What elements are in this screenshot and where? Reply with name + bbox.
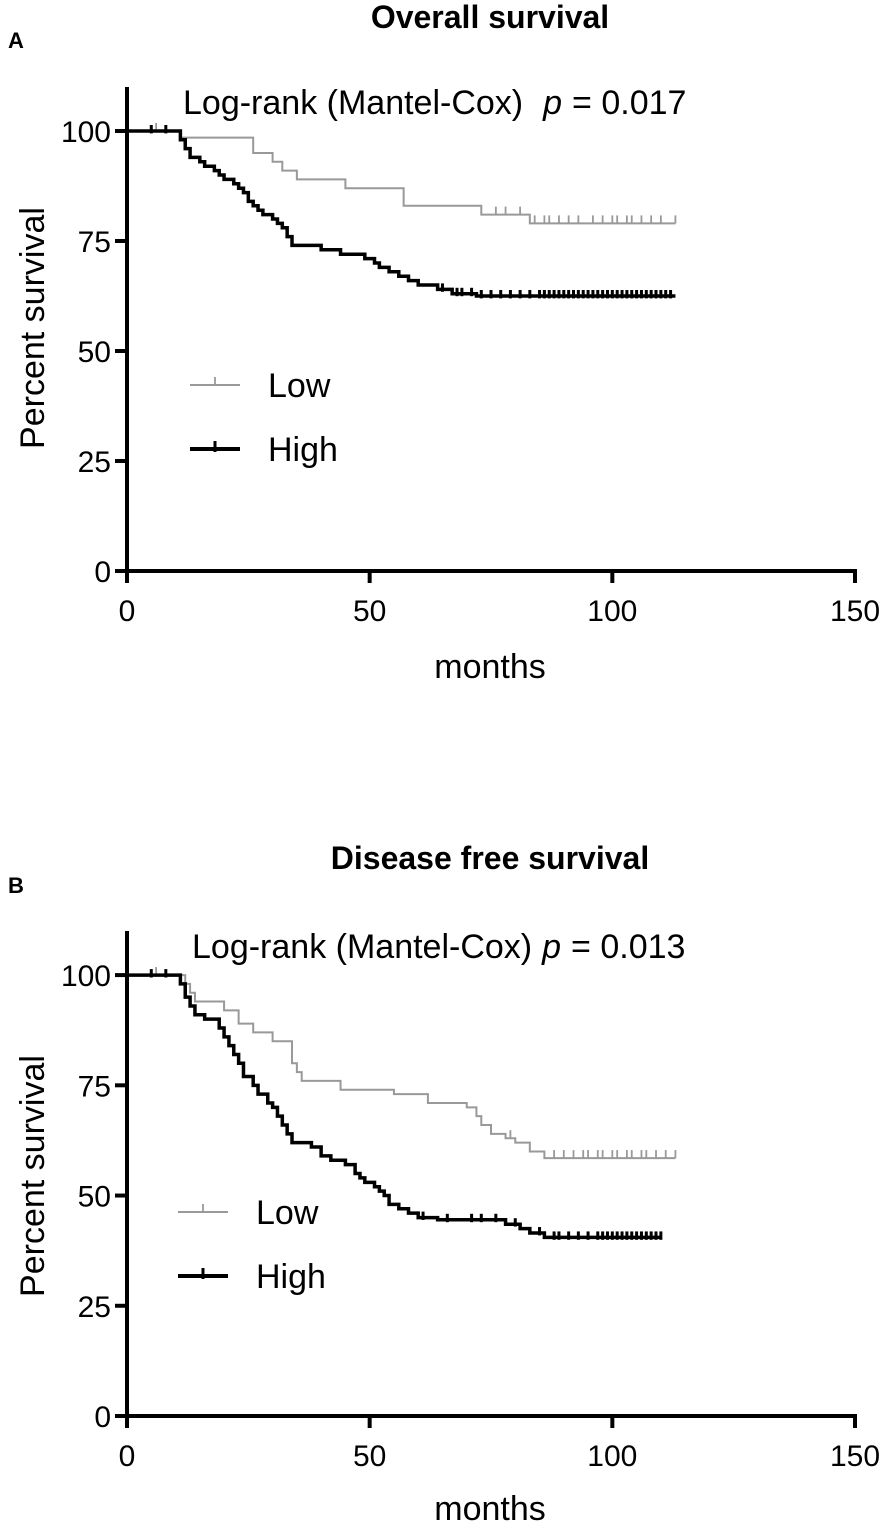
y-tick-label: 100 bbox=[61, 960, 111, 993]
x-tick-label: 150 bbox=[830, 1440, 880, 1473]
y-tick-label: 50 bbox=[78, 1181, 111, 1214]
survival-curve-high bbox=[127, 973, 661, 1240]
legend-item-low: Low bbox=[190, 367, 331, 405]
x-tick-label: 100 bbox=[587, 595, 637, 628]
x-axis-label: months bbox=[434, 1490, 546, 1527]
logrank-test-name: Log-rank (Mantel-Cox) bbox=[192, 928, 532, 966]
y-tick-label: 75 bbox=[78, 1070, 111, 1103]
survival-curves bbox=[127, 123, 677, 299]
x-tick-label: 50 bbox=[353, 1440, 386, 1473]
x-tick-label: 0 bbox=[119, 595, 136, 628]
x-tick-label: 50 bbox=[353, 595, 386, 628]
axes: 0 25 50 75 100 0 50 100 150 bbox=[61, 931, 880, 1473]
legend-label: Low bbox=[256, 1194, 319, 1232]
y-tick-label: 0 bbox=[94, 556, 111, 589]
logrank-annotation: Log-rank (Mantel-Cox) p = 0.013 bbox=[192, 928, 685, 966]
y-tick-label: 0 bbox=[94, 1401, 111, 1434]
series-low bbox=[127, 123, 677, 225]
p-value: = 0.013 bbox=[571, 928, 685, 966]
x-tick-label: 150 bbox=[830, 595, 880, 628]
p-symbol: p bbox=[541, 928, 561, 966]
p-value: = 0.017 bbox=[572, 84, 686, 122]
overall-survival-chart: A Overall survival Log-rank (Mantel-Cox)… bbox=[8, 0, 880, 686]
panel-letter-a: A bbox=[8, 28, 24, 53]
panel-letter-b: B bbox=[8, 873, 24, 898]
legend-label: High bbox=[268, 431, 338, 469]
series-low bbox=[127, 967, 677, 1160]
chart-title: Overall survival bbox=[371, 0, 609, 35]
logrank-test-name: Log-rank (Mantel-Cox) bbox=[183, 84, 523, 122]
series-high bbox=[127, 125, 676, 299]
disease-free-survival-chart: B Disease free survival Log-rank (Mantel… bbox=[8, 840, 880, 1527]
y-tick-label: 75 bbox=[78, 226, 111, 259]
chart-title: Disease free survival bbox=[331, 840, 649, 876]
survival-curve-low bbox=[127, 130, 676, 225]
axes: 0 25 50 75 100 0 50 100 150 bbox=[61, 87, 880, 628]
legend-item-high: High bbox=[190, 431, 338, 469]
legend-label: High bbox=[256, 1258, 326, 1296]
x-tick-label: 100 bbox=[587, 1440, 637, 1473]
legend: Low High bbox=[178, 1194, 326, 1296]
logrank-annotation: Log-rank (Mantel-Cox) p = 0.017 bbox=[183, 84, 686, 122]
x-axis-label: months bbox=[434, 648, 546, 686]
survival-curves bbox=[127, 967, 677, 1240]
y-tick-label: 100 bbox=[61, 116, 111, 149]
y-tick-label: 25 bbox=[78, 1291, 111, 1324]
series-high bbox=[127, 969, 663, 1240]
y-tick-label: 25 bbox=[78, 446, 111, 479]
y-axis-label: Percent survival bbox=[14, 1055, 52, 1297]
legend-item-high: High bbox=[178, 1258, 326, 1296]
y-axis-label: Percent survival bbox=[14, 207, 52, 449]
y-tick-label: 50 bbox=[78, 336, 111, 369]
legend: Low High bbox=[190, 367, 338, 469]
survival-curve-high bbox=[127, 129, 676, 298]
legend-item-low: Low bbox=[178, 1194, 319, 1232]
x-tick-label: 0 bbox=[119, 1440, 136, 1473]
survival-curve-low bbox=[127, 974, 676, 1160]
legend-label: Low bbox=[268, 367, 331, 405]
p-symbol: p bbox=[542, 84, 562, 122]
